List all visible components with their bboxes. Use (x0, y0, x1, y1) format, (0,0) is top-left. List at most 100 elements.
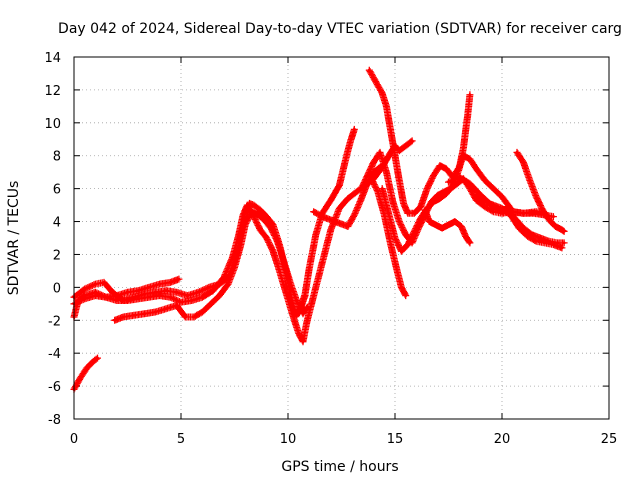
data-point (348, 141, 352, 145)
data-point (380, 91, 384, 95)
data-point (444, 167, 448, 171)
data-point (175, 290, 179, 294)
series-track-n (472, 191, 566, 252)
data-point (115, 299, 119, 303)
data-point (438, 197, 442, 201)
data-point (329, 198, 333, 202)
data-point (378, 150, 382, 154)
data-point (457, 175, 461, 179)
data-point (185, 294, 189, 298)
data-point (354, 190, 358, 194)
data-point (397, 149, 401, 153)
series-markers (513, 148, 568, 235)
data-point (468, 241, 472, 245)
data-point (275, 239, 279, 243)
series-track-p (502, 203, 568, 247)
x-tick-label: 25 (601, 432, 618, 447)
data-point (526, 234, 530, 238)
data-point (404, 144, 408, 148)
data-point (190, 299, 194, 303)
data-point (447, 223, 450, 227)
data-point (143, 312, 147, 316)
data-point (397, 220, 401, 224)
data-point (183, 315, 187, 319)
data-point (168, 295, 172, 299)
y-tick-label: 4 (53, 216, 61, 231)
data-point (226, 282, 230, 286)
data-point (528, 178, 532, 182)
data-point (521, 211, 525, 215)
series-track-k (378, 91, 474, 255)
y-tick-label: 8 (53, 150, 61, 165)
data-point (402, 201, 406, 205)
data-point (269, 226, 273, 230)
data-point (113, 318, 117, 322)
data-point (85, 366, 89, 370)
series-track-e (111, 208, 311, 324)
data-point (500, 195, 504, 199)
data-point (136, 297, 140, 301)
data-layer (70, 66, 568, 393)
y-tick-label: -8 (48, 413, 61, 428)
data-point (532, 211, 536, 215)
data-point (93, 294, 97, 298)
data-point (423, 208, 427, 212)
data-point (369, 177, 373, 181)
x-tick-label: 10 (280, 432, 297, 447)
x-axis-title: GPS time / hours (281, 459, 398, 475)
axis-layer: 0 5 10 15 20 25 -8 -6 -4 -2 0 2 4 6 8 10 12 14 (44, 51, 617, 447)
series-track-o (513, 148, 568, 235)
data-point (380, 187, 384, 191)
y-tick-label: 14 (44, 51, 61, 66)
data-point (179, 300, 183, 304)
data-point (147, 295, 151, 299)
series-track-l (421, 206, 474, 247)
data-point (337, 206, 341, 210)
data-point (427, 220, 431, 224)
data-point (305, 305, 309, 309)
data-point (329, 218, 333, 222)
x-tick-label: 20 (494, 432, 511, 447)
data-point (513, 216, 517, 220)
series-track-j (368, 175, 410, 300)
data-point (104, 295, 108, 299)
data-point (491, 203, 495, 207)
data-point (153, 310, 157, 314)
data-point (209, 302, 213, 306)
data-point (256, 213, 260, 217)
data-point (382, 213, 386, 217)
data-point (168, 280, 172, 284)
data-point (447, 180, 450, 184)
data-point (233, 266, 236, 270)
data-point (474, 167, 478, 171)
x-tick-label: 5 (177, 432, 185, 447)
data-point (500, 206, 504, 210)
data-point (93, 282, 97, 286)
data-point (406, 243, 410, 247)
data-point (562, 241, 566, 245)
x-tick-label: 15 (387, 432, 404, 447)
series-track-a (70, 354, 101, 393)
data-point (432, 200, 436, 204)
data-point (534, 239, 538, 243)
data-point (132, 313, 136, 317)
data-point (177, 277, 181, 281)
data-point (96, 356, 100, 360)
data-point (389, 243, 393, 247)
data-point (376, 190, 380, 194)
data-point (468, 182, 472, 186)
data-point (384, 170, 388, 174)
data-point (320, 261, 324, 265)
data-point (444, 192, 448, 196)
data-point (83, 287, 87, 291)
data-point (560, 228, 564, 232)
data-point (288, 280, 292, 284)
data-point (440, 226, 444, 230)
data-point (468, 157, 472, 161)
data-point (307, 266, 311, 270)
data-point (464, 234, 468, 238)
data-point (491, 210, 495, 214)
data-point (367, 68, 371, 72)
data-point (372, 160, 376, 164)
data-point (438, 164, 442, 168)
